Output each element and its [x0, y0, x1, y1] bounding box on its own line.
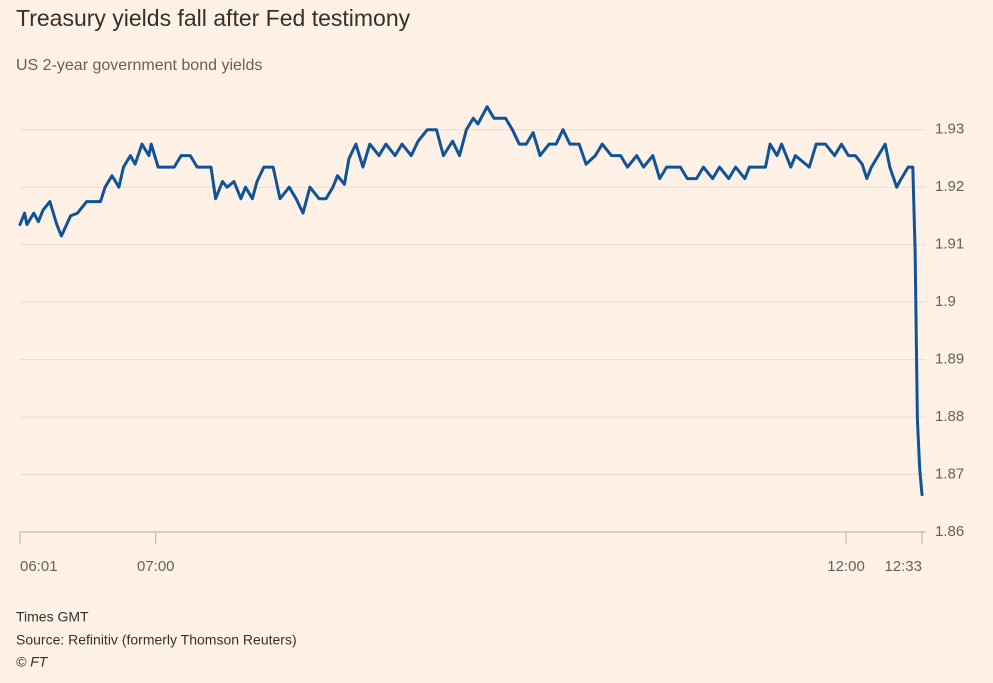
y-tick-label: 1.9 — [935, 293, 956, 310]
y-tick-label: 1.86 — [935, 523, 964, 540]
y-tick-label: 1.88 — [935, 408, 964, 425]
y-tick-label: 1.92 — [935, 178, 964, 195]
x-tick-label: 07:00 — [137, 558, 175, 575]
x-tick-label: 06:01 — [20, 558, 58, 575]
x-tick-label: 12:00 — [827, 558, 865, 575]
yield-line — [18, 105, 924, 497]
chart-title: Treasury yields fall after Fed testimony — [16, 5, 411, 31]
y-tick-label: 1.91 — [935, 236, 964, 253]
credit: © FT — [16, 654, 49, 670]
x-tick-label: 12:33 — [884, 558, 922, 575]
x-note: Times GMT — [16, 609, 89, 625]
y-tick-label: 1.93 — [935, 121, 964, 138]
y-tick-label: 1.89 — [935, 351, 964, 368]
chart-subtitle: US 2-year government bond yields — [16, 57, 262, 74]
source: Source: Refinitiv (formerly Thomson Reut… — [16, 632, 297, 648]
y-tick-label: 1.87 — [935, 466, 964, 483]
